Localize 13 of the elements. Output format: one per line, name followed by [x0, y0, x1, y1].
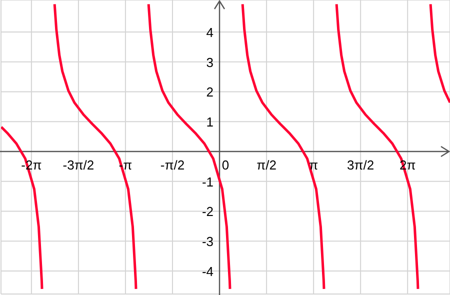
y-tick-label: -1: [202, 174, 214, 190]
y-tick-label: 2: [206, 84, 214, 100]
y-tick-label: 4: [206, 24, 214, 40]
x-tick-label: 3π/2: [347, 157, 374, 172]
y-tick-label: 1: [206, 114, 214, 130]
y-tick-label: 3: [206, 54, 214, 70]
x-tick-label: π/2: [256, 157, 276, 172]
x-tick-label: 0: [222, 157, 230, 172]
y-tick-label: -2: [202, 204, 214, 220]
y-tick-label: -3: [202, 234, 214, 250]
y-tick-label: -4: [202, 264, 214, 279]
x-tick-label: -3π/2: [62, 157, 94, 172]
x-tick-label: -π/2: [160, 157, 185, 172]
